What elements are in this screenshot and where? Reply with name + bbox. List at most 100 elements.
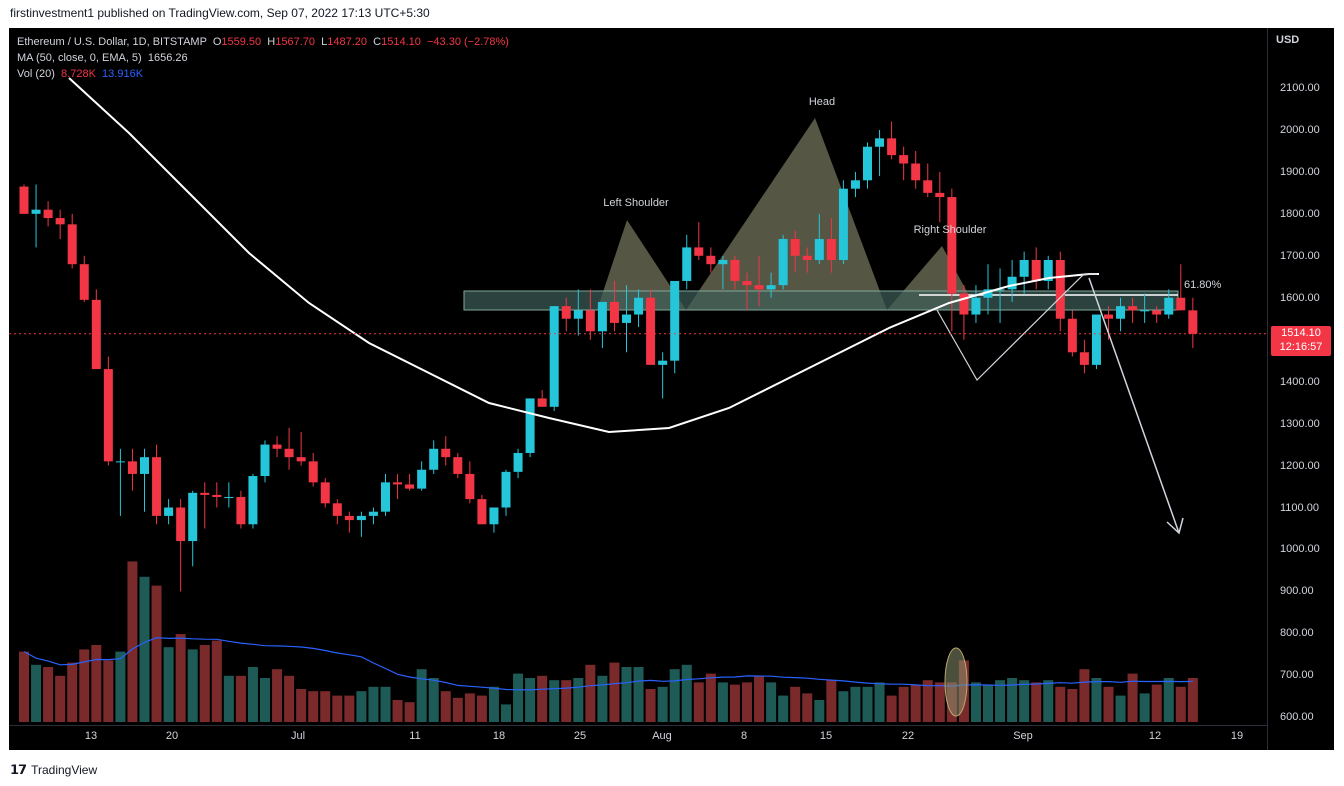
volume-bar — [585, 664, 596, 722]
volume-bar — [247, 667, 258, 722]
volume-bar — [67, 662, 78, 722]
price-chart-svg[interactable]: Head Left Shoulder Right Shoulder 61.80% — [9, 28, 1267, 725]
head-label: Head — [809, 96, 835, 108]
price-tick: 1800.00 — [1280, 207, 1320, 220]
volume-bar — [115, 651, 126, 722]
candle-body — [164, 507, 174, 516]
volume-bar — [19, 651, 29, 722]
chart-plot-area[interactable]: Head Left Shoulder Right Shoulder 61.80%… — [9, 28, 1267, 750]
volume-bar — [320, 691, 331, 722]
volume-bar — [332, 695, 343, 722]
x-axis-line — [9, 725, 1267, 726]
time-tick: 13 — [84, 730, 98, 742]
volume-bar — [1103, 686, 1114, 722]
candle-body — [971, 297, 981, 315]
candle-body — [634, 297, 644, 315]
volume-bar — [1031, 682, 1042, 722]
last-price-badge: 1514.10 12:16:57 — [1271, 325, 1331, 356]
volume-bar — [404, 702, 415, 722]
volume-bar — [633, 667, 644, 722]
candle-body — [1128, 306, 1138, 311]
volume-bar — [127, 561, 138, 722]
candle-body — [826, 239, 836, 260]
volume-bar — [79, 649, 90, 722]
candle-body — [706, 255, 716, 265]
last-price-value: 1514.10 — [1281, 326, 1321, 339]
time-tick: 8 — [740, 730, 748, 742]
price-tick: 1000.00 — [1280, 543, 1320, 556]
time-tick: 19 — [1230, 730, 1244, 742]
volume-bar — [729, 684, 740, 722]
volume-bar — [742, 682, 752, 722]
volume-bar — [235, 675, 246, 722]
time-tick: 25 — [573, 730, 587, 742]
volume-bar — [826, 680, 837, 722]
fib-label: 61.80% — [1184, 279, 1222, 291]
candle-body — [838, 188, 848, 260]
volume-bar — [175, 634, 186, 722]
candle-body — [368, 511, 378, 516]
candle-body — [236, 497, 246, 525]
support-zone-box — [463, 290, 1179, 311]
volume-bar — [380, 686, 391, 722]
volume-bar — [597, 675, 608, 722]
volume-bar — [862, 686, 873, 722]
volume-bar — [464, 693, 475, 722]
volume-bar — [645, 689, 656, 722]
tradingview-brand[interactable]: 𝟭𝟳 TradingView — [10, 762, 97, 778]
candle-body — [875, 138, 885, 147]
volume-bar — [103, 660, 114, 722]
candle-body — [127, 461, 137, 474]
price-tick: 900.00 — [1280, 585, 1314, 598]
candle-body — [947, 197, 957, 294]
price-axis[interactable]: USD 2100.00 2000.00 1900.00 1800.00 1700.00 1… — [1268, 28, 1334, 750]
volume-bar — [609, 662, 620, 722]
candle-body — [790, 239, 800, 256]
volume-bar — [549, 680, 560, 722]
candle-body — [802, 255, 812, 260]
volume-bar — [151, 585, 162, 722]
drawing-layer — [9, 273, 1267, 717]
candle-body — [176, 507, 186, 542]
volume-bar — [260, 678, 270, 722]
volume-bar — [886, 695, 897, 722]
legend-symbol: Ethereum / U.S. Dollar, 1D, BITSTAMP — [17, 36, 207, 48]
volume-bar — [561, 680, 572, 722]
candle-body — [1019, 259, 1029, 277]
currency-label[interactable]: USD — [1276, 34, 1300, 46]
volume-bar — [55, 675, 66, 722]
time-tick: 12 — [1148, 730, 1162, 742]
volume-bar — [766, 682, 777, 722]
chart-frame[interactable]: Head Left Shoulder Right Shoulder 61.80%… — [9, 28, 1334, 750]
candle-body — [573, 310, 583, 319]
candle-body — [67, 224, 77, 265]
volume-bar — [778, 695, 789, 722]
candle-body — [682, 247, 692, 281]
volume-bar — [681, 664, 692, 722]
volume-bar — [995, 680, 1006, 722]
candle-body — [1116, 306, 1126, 319]
tradingview-logo-icon: 𝟭𝟳 — [10, 762, 27, 777]
candle-body — [501, 471, 511, 508]
candle-body — [694, 247, 704, 256]
volume-bar — [428, 678, 439, 722]
candle-body — [1007, 276, 1017, 290]
candle-body — [19, 186, 29, 214]
chart-legend: Ethereum / U.S. Dollar, 1D, BITSTAMP O15… — [17, 34, 509, 82]
volume-bar — [1175, 686, 1186, 722]
volume-bar — [693, 682, 704, 722]
volume-bar — [513, 673, 524, 722]
price-tick: 800.00 — [1280, 627, 1314, 640]
volume-bar — [983, 684, 993, 722]
candle-body — [1164, 297, 1174, 315]
candle-body — [344, 515, 354, 521]
triangle-drawing — [936, 273, 1097, 381]
candle-body — [754, 285, 764, 290]
volume-bar — [1139, 693, 1150, 722]
candle-body — [646, 297, 656, 365]
volume-bar — [1163, 678, 1174, 722]
time-tick: 18 — [492, 730, 506, 742]
volume-bars-layer — [19, 561, 1198, 722]
candle-body — [248, 476, 258, 525]
price-tick: 1900.00 — [1280, 165, 1320, 178]
